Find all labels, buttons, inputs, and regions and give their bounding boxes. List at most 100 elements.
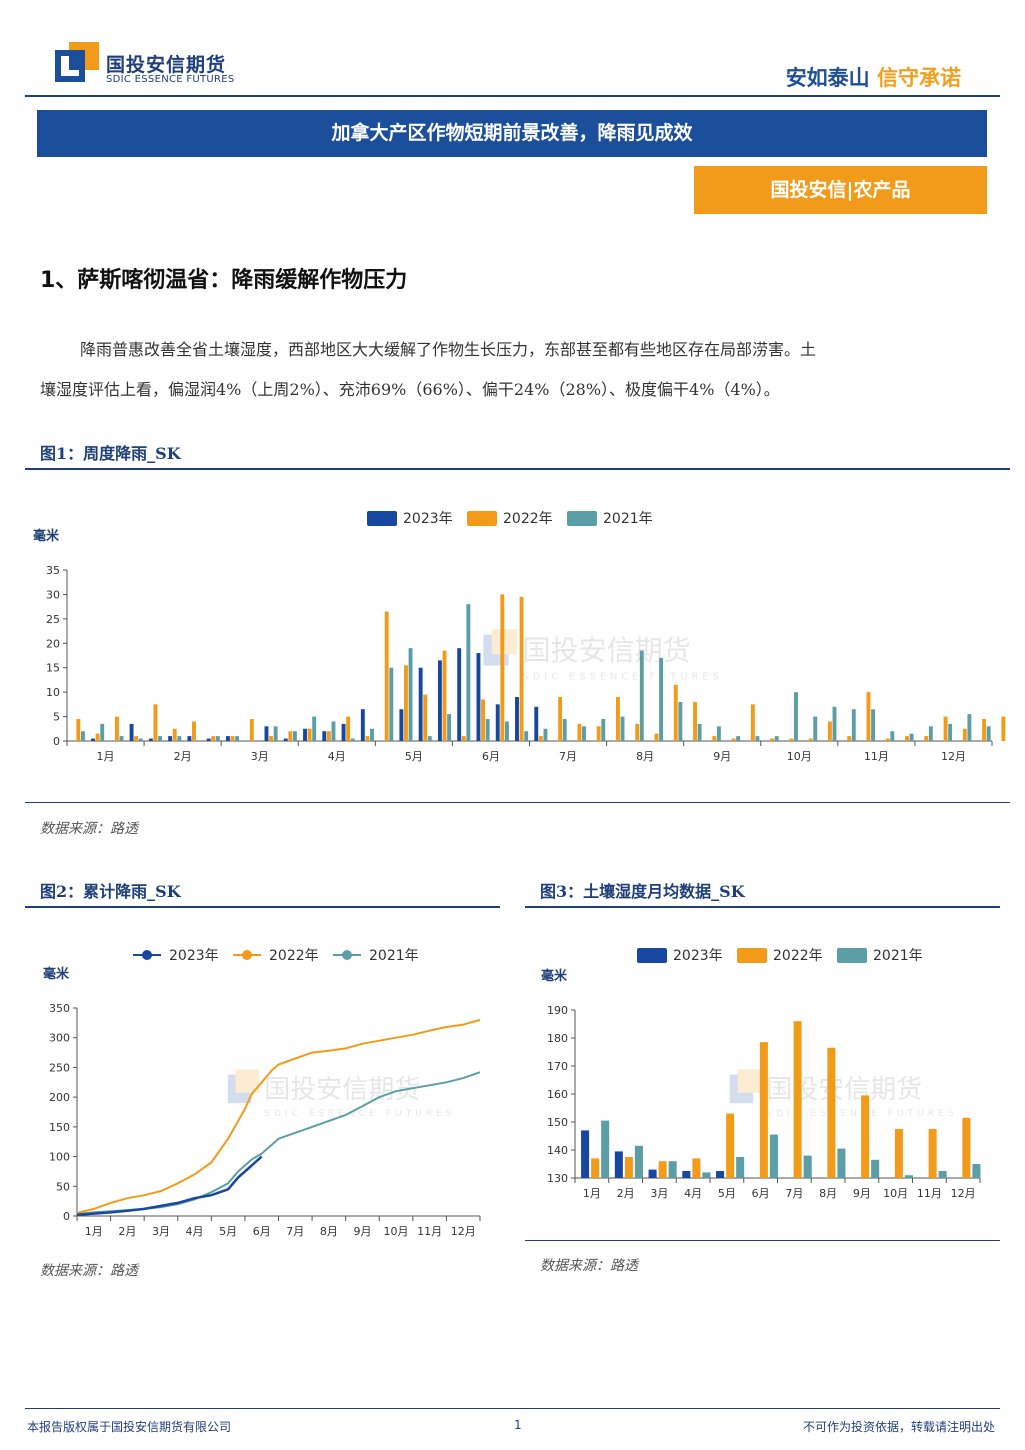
bar-2022年	[982, 719, 987, 741]
x-tick-label: 1月	[97, 750, 115, 763]
x-tick-label: 7月	[286, 1225, 304, 1238]
x-tick-label: 1月	[583, 1187, 601, 1200]
fig1-title: 图1：周度降雨_SK	[40, 444, 181, 463]
bar-2022年	[905, 736, 909, 741]
bar-2021年	[447, 714, 452, 741]
x-tick-label: 10月	[384, 1225, 409, 1238]
bar-2022年	[962, 728, 967, 741]
bar-2022年	[750, 704, 755, 741]
bar-2022年	[654, 733, 659, 741]
y-tick-label: 35	[46, 564, 60, 577]
bar-2023年	[264, 726, 269, 741]
bar-2021年	[370, 728, 374, 741]
x-tick-label: 3月	[152, 1225, 170, 1238]
bar-2021年	[986, 726, 991, 741]
bar-2021年	[119, 736, 124, 741]
bar-2021年	[716, 726, 721, 741]
watermark-text: 国投安信期货	[523, 634, 691, 667]
bar-2021年	[736, 736, 741, 741]
bar-2023年	[418, 667, 423, 741]
legend-marker	[242, 950, 252, 960]
bar-2021年	[562, 719, 567, 741]
bar-2023年	[476, 653, 481, 741]
legend-swatch	[837, 948, 867, 963]
bar-2023年	[225, 736, 230, 741]
company-logo-icon	[55, 42, 99, 82]
bar-2022年	[365, 736, 370, 741]
bar-2021年	[427, 736, 432, 741]
watermark-text: 国投安信期货	[264, 1075, 420, 1105]
bar-2021年	[138, 738, 143, 741]
x-tick-label: 12月	[951, 1187, 976, 1200]
bar-2021年	[634, 1145, 643, 1178]
x-tick-label: 12月	[941, 750, 966, 763]
bar-2021年	[389, 667, 394, 741]
fig3-source: 数据来源：路透	[540, 1258, 638, 1274]
y-tick-label: 190	[547, 1004, 568, 1017]
bar-2021年	[909, 733, 914, 741]
y-tick-label: 180	[547, 1032, 568, 1045]
x-tick-label: 5月	[405, 750, 423, 763]
bar-2023年	[168, 736, 173, 741]
bar-2023年	[716, 1171, 725, 1178]
watermark: 国投安信期货 SDIC ESSENCE FUTURES	[729, 1069, 954, 1119]
bar-2022年	[481, 699, 485, 741]
bar-2023年	[515, 697, 519, 741]
bar-2022年	[211, 736, 216, 741]
slogan-part-a: 安如泰山	[785, 66, 870, 90]
bar-2022年	[442, 650, 447, 741]
x-tick-label: 10月	[787, 750, 812, 763]
watermark-text: 国投安信期货	[766, 1075, 922, 1105]
bar-2023年	[495, 704, 500, 741]
fig1-rule	[25, 468, 1010, 470]
watermark-logo-icon	[227, 1074, 252, 1104]
bar-2021年	[837, 1148, 846, 1178]
bar-2023年	[614, 1151, 623, 1178]
x-tick-label: 9月	[353, 1225, 371, 1238]
bar-2022年	[591, 1158, 600, 1178]
bar-2021年	[350, 738, 355, 741]
bar-2021年	[890, 731, 895, 741]
x-tick-label: 8月	[819, 1187, 837, 1200]
logo-text-cn: 国投安信期货	[106, 54, 227, 76]
x-tick-label: 6月	[253, 1225, 271, 1238]
y-axis-unit: 毫米	[33, 528, 60, 544]
y-tick-label: 150	[547, 1116, 568, 1129]
bar-2021年	[292, 731, 297, 741]
line-2023年	[76, 1155, 263, 1217]
x-tick-label: 1月	[85, 1225, 103, 1238]
legend-label: 2022年	[269, 948, 319, 964]
bar-2021年	[769, 1134, 778, 1178]
fig1-source: 数据来源：路透	[40, 821, 138, 837]
slogan: 安如泰山 信守承诺	[786, 62, 961, 92]
weekly-rain-chart: 国投安信期货 SDIC ESSENCE FUTURES 2023年 2022年 2021…	[33, 511, 1006, 763]
bar-2022年	[192, 721, 196, 741]
legend-swatch	[367, 511, 397, 526]
bar-2022年	[866, 692, 871, 741]
bar-2021年	[543, 728, 548, 741]
bar-2022年	[861, 1095, 870, 1178]
legend-label: 2021年	[873, 948, 923, 964]
bar-2022年	[624, 1157, 633, 1178]
bar-2021年	[697, 723, 702, 741]
bar-2022年	[615, 697, 620, 741]
bar-2022年	[827, 721, 832, 741]
bar-2021年	[80, 731, 85, 741]
bar-2021年	[485, 719, 490, 741]
bar-2023年	[322, 731, 327, 741]
bar-2021年	[331, 721, 336, 741]
bar-2021年	[832, 706, 837, 741]
bar-2022年	[827, 1047, 836, 1178]
legend-swatch	[467, 511, 497, 526]
y-tick-label: 300	[49, 1032, 70, 1045]
watermark-subtext: SDIC ESSENCE FUTURES	[264, 1109, 455, 1119]
bar-2022年	[288, 731, 293, 741]
bar-2022年	[230, 736, 235, 741]
bar-2022年	[712, 736, 717, 741]
bar-2022年	[693, 701, 697, 741]
y-tick-label: 0	[53, 735, 60, 748]
legend-swatch	[637, 948, 667, 963]
bar-2023年	[148, 738, 153, 741]
bar-2023年	[341, 723, 346, 741]
body-paragraph: 降雨普惠改善全省土壤湿度，西部地区大大缓解了作物生长压力，东部甚至都有些地区存在…	[40, 330, 1000, 410]
